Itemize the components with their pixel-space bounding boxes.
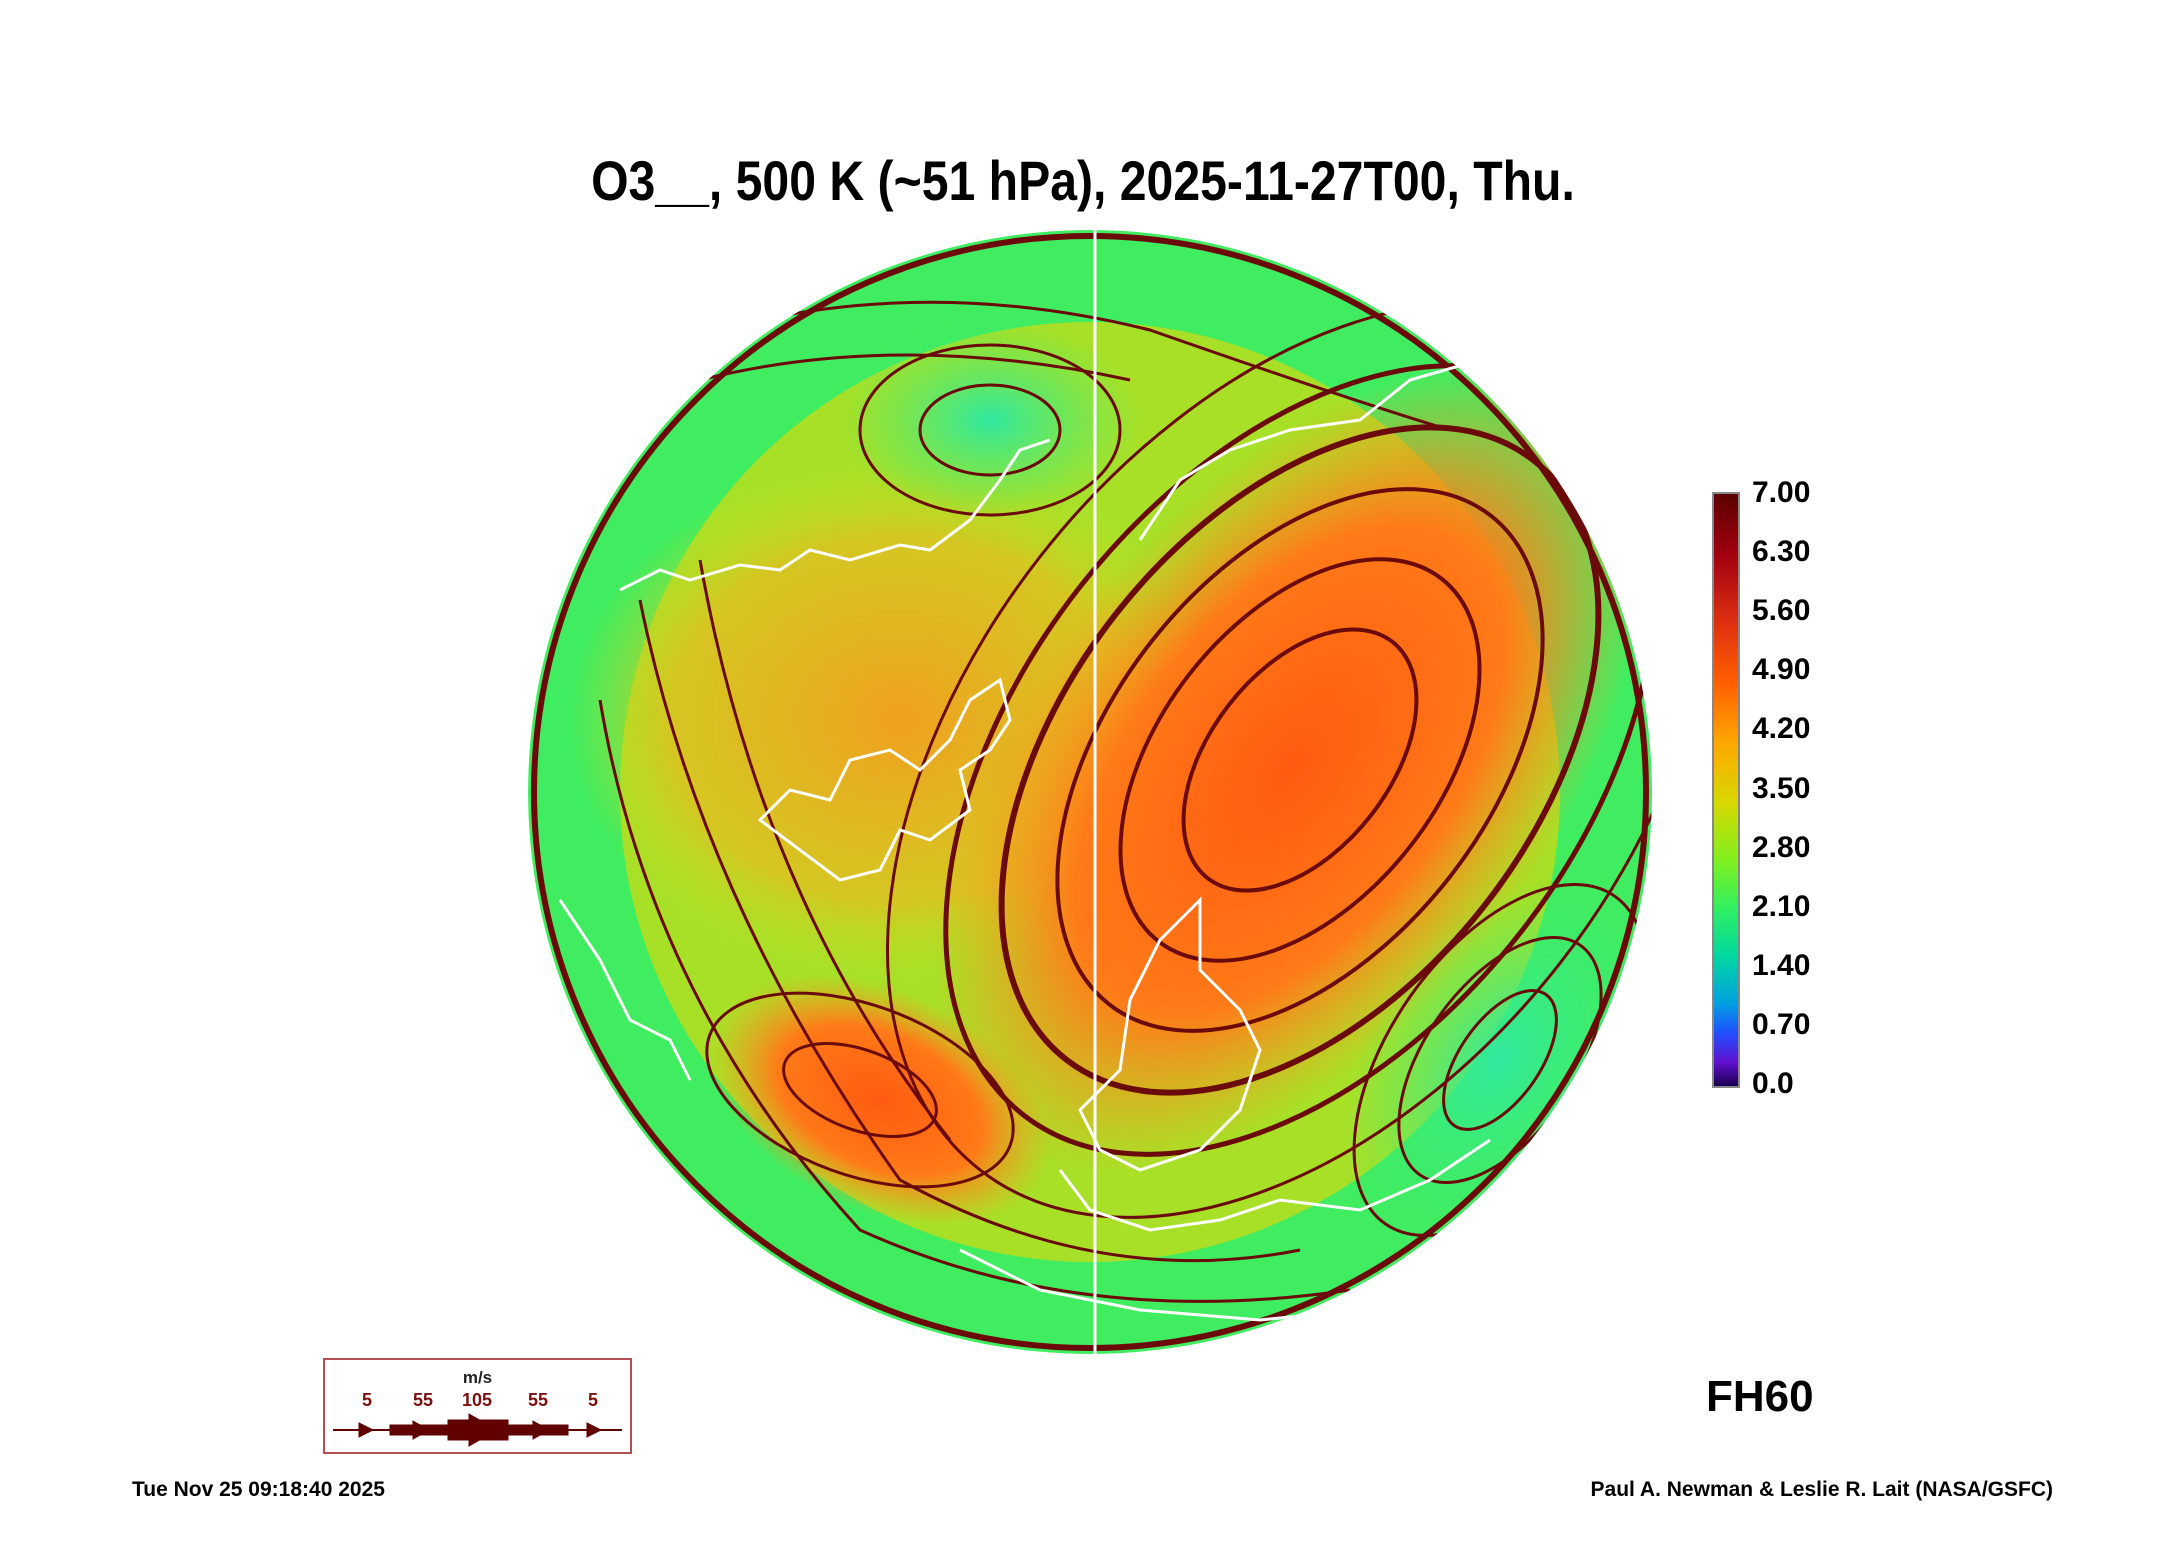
timestamp: Tue Nov 25 09:18:40 2025 xyxy=(132,1478,385,1501)
wind-value: 55 xyxy=(527,1390,549,1410)
colorbar-tick: 4.90 xyxy=(1752,653,1811,686)
colorbar-tick: 0.70 xyxy=(1752,1008,1811,1041)
colorbar-tick: 7.00 xyxy=(1752,476,1811,509)
forecast-hour-label: FH60 xyxy=(1706,1372,1814,1421)
colorbar-tick: 6.30 xyxy=(1752,535,1811,568)
ozone-field xyxy=(528,230,1652,1354)
coastlines xyxy=(558,230,1582,1354)
colorbar xyxy=(1712,492,1740,1088)
colorbar-tick: 4.20 xyxy=(1752,712,1811,745)
colorbar-tick: 0.0 xyxy=(1752,1067,1794,1100)
wind-value: 105 xyxy=(461,1390,493,1410)
wind-value: 5 xyxy=(361,1390,373,1410)
colorbar-tick: 2.80 xyxy=(1752,831,1811,864)
credit: Paul A. Newman & Leslie R. Lait (NASA/GS… xyxy=(1590,1478,2053,1501)
colorbar-tick: 2.10 xyxy=(1752,890,1811,923)
colorbar-tick: 1.40 xyxy=(1752,949,1811,982)
wind-value: 5 xyxy=(587,1390,599,1410)
chart-title: O3__, 500 K (~51 hPa), 2025-11-27T00, Th… xyxy=(590,149,1575,212)
wind-value: 55 xyxy=(412,1390,434,1410)
wind-unit: m/s xyxy=(462,1368,493,1387)
wind-speed-legend: m/s 5 55 105 55 5 xyxy=(323,1358,632,1454)
colorbar-tick: 3.50 xyxy=(1752,772,1811,805)
colorbar-tick: 5.60 xyxy=(1752,594,1811,627)
wind-arrow-scale xyxy=(333,1413,622,1447)
